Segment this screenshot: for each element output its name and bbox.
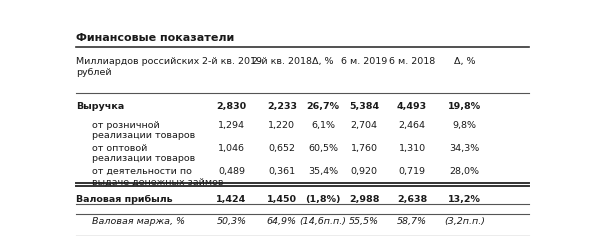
Text: (3,2п.п.): (3,2п.п.) xyxy=(444,217,485,226)
Text: 55,5%: 55,5% xyxy=(349,217,379,226)
Text: 1,424: 1,424 xyxy=(217,195,247,204)
Text: от розничной
реализации товаров: от розничной реализации товаров xyxy=(92,121,195,140)
Text: 2,704: 2,704 xyxy=(350,121,378,130)
Text: 64,9%: 64,9% xyxy=(267,217,297,226)
Text: 1,294: 1,294 xyxy=(218,121,245,130)
Text: 2,988: 2,988 xyxy=(349,195,379,204)
Text: Миллиардов российских
рублей: Миллиардов российских рублей xyxy=(76,57,199,77)
Text: 35,4%: 35,4% xyxy=(308,167,338,176)
Text: 58,7%: 58,7% xyxy=(397,217,427,226)
Text: Δ, %: Δ, % xyxy=(312,57,334,66)
Text: 1,046: 1,046 xyxy=(218,144,245,153)
Text: 0,920: 0,920 xyxy=(350,167,378,176)
Text: Валовая прибыль: Валовая прибыль xyxy=(76,195,173,204)
Text: 2-й кв. 2019: 2-й кв. 2019 xyxy=(202,57,261,66)
Text: 2,464: 2,464 xyxy=(399,121,425,130)
Text: 34,3%: 34,3% xyxy=(450,144,480,153)
Text: 2-й кв. 2018: 2-й кв. 2018 xyxy=(252,57,312,66)
Text: 1,450: 1,450 xyxy=(267,195,297,204)
Text: 6 м. 2019: 6 м. 2019 xyxy=(341,57,387,66)
Text: 0,719: 0,719 xyxy=(399,167,425,176)
Text: 9,8%: 9,8% xyxy=(453,121,477,130)
Text: Выручка: Выручка xyxy=(76,102,124,111)
Text: 5,384: 5,384 xyxy=(349,102,379,111)
Text: 19,8%: 19,8% xyxy=(448,102,481,111)
Text: 1,760: 1,760 xyxy=(350,144,378,153)
Text: 2,638: 2,638 xyxy=(397,195,427,204)
Text: Финансовые показатели: Финансовые показатели xyxy=(76,33,234,43)
Text: 60,5%: 60,5% xyxy=(308,144,338,153)
Text: 0,361: 0,361 xyxy=(268,167,296,176)
Text: Δ, %: Δ, % xyxy=(454,57,476,66)
Text: от оптовой
реализации товаров: от оптовой реализации товаров xyxy=(92,144,195,163)
Text: Валовая маржа, %: Валовая маржа, % xyxy=(92,217,185,226)
Text: (14,6п.п.): (14,6п.п.) xyxy=(300,217,346,226)
Text: 0,652: 0,652 xyxy=(268,144,296,153)
Text: 2,830: 2,830 xyxy=(217,102,247,111)
Text: 26,7%: 26,7% xyxy=(306,102,339,111)
Text: от деятельности по
выдаче денежных займов: от деятельности по выдаче денежных займо… xyxy=(92,167,224,187)
Text: 4,493: 4,493 xyxy=(397,102,427,111)
Text: 1,310: 1,310 xyxy=(399,144,425,153)
Text: 0,489: 0,489 xyxy=(218,167,245,176)
Text: 50,3%: 50,3% xyxy=(217,217,247,226)
Text: 6,1%: 6,1% xyxy=(311,121,335,130)
Text: 13,2%: 13,2% xyxy=(448,195,481,204)
Text: 2,233: 2,233 xyxy=(267,102,297,111)
Text: 1,220: 1,220 xyxy=(268,121,296,130)
Text: (1,8%): (1,8%) xyxy=(305,195,340,204)
Text: 6 м. 2018: 6 м. 2018 xyxy=(389,57,435,66)
Text: 28,0%: 28,0% xyxy=(450,167,480,176)
